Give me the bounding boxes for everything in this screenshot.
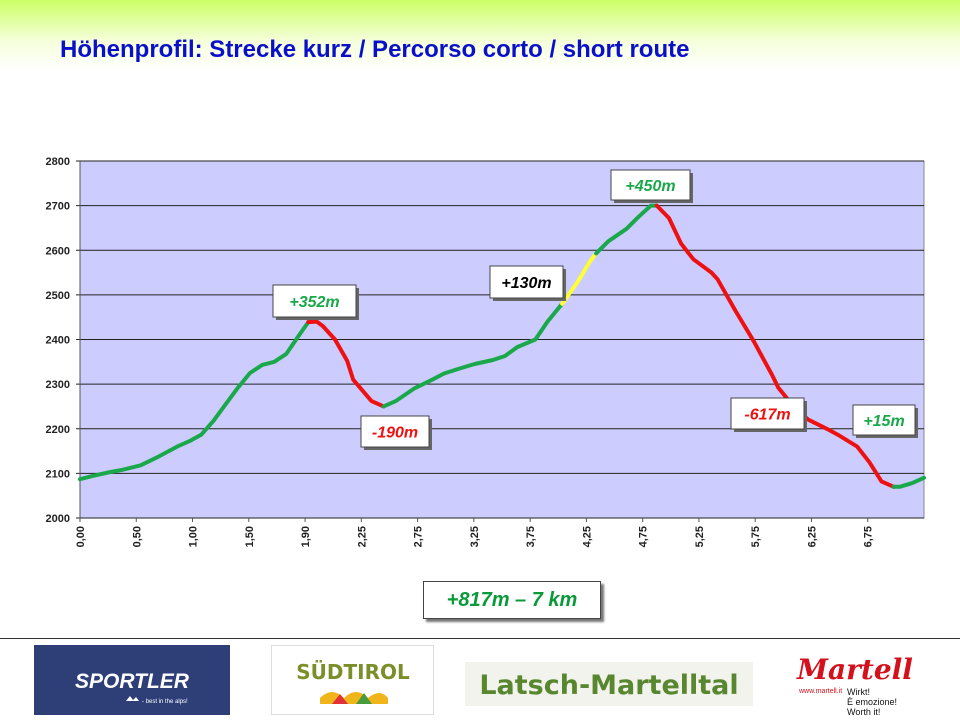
elevation-chart: 2000 2100 2200 2300 2400 2500 2600 2700 2800 0,0… [46,156,926,547]
elevation-segment-ascent [78,320,311,482]
annotation-label: -617m [744,407,790,424]
y-tick-label: 2600 [46,245,70,257]
y-tick-label: 2500 [46,290,70,302]
x-tick-label: 1,00 [188,526,200,547]
y-axis-ticks: 2000 2100 2200 2300 2400 2500 2600 2700 2800 [46,156,70,525]
martell-slogan-3: Worth it! [847,707,880,717]
elevation-segment-ascent [891,475,926,489]
x-tick-label: 3,75 [525,526,537,547]
x-tick-label: 2,75 [413,526,425,547]
hills-icon [320,692,388,704]
mountain-icon [126,696,139,701]
x-tick-label: 6,75 [863,526,875,547]
x-tick-label: 5,25 [694,526,706,547]
annotation-box [852,404,916,436]
annotation-label: -190m [372,425,418,442]
x-tick-label: 0,00 [75,526,87,547]
elevation-segment-steep [560,251,599,306]
sportler-tagline: - best in the alps! [142,699,188,705]
martell-url: www.martell.it [798,688,842,695]
martell-slogan-2: È emozione! [847,697,897,707]
martell-logo-text: Martell [796,653,913,686]
x-tick-label: 1,50 [244,526,256,547]
annotation-label: +352m [289,294,339,311]
x-tick-label: 0,50 [131,526,143,547]
x-axis-ticks: 0,00 0,50 1,00 1,50 1,90 2,25 2,75 3,25 3,75 4,25… [75,518,875,547]
route-summary: +817m – 7 km [423,581,601,619]
y-tick-label: 2800 [46,156,70,168]
elevation-segment-descent [306,319,386,409]
x-tick-label: 4,75 [638,526,650,547]
x-tick-label: 3,25 [469,526,481,547]
y-tick-label: 2700 [46,201,70,213]
x-tick-label: 5,75 [750,526,762,547]
chart-annotations: +352m -190m +130m +450m -617m +15m [272,169,918,450]
x-tick-label: 6,25 [806,526,818,547]
annotation-label: +15m [863,413,904,430]
y-tick-label: 2300 [46,379,70,391]
elevation-segment-ascent [381,301,565,409]
elevation-segment-descent [654,203,896,489]
suedtirol-logo: SÜDTIROL [271,645,434,715]
y-tick-label: 2100 [46,468,70,480]
x-tick-label: 4,25 [581,526,593,547]
x-tick-label: 1,90 [300,526,312,547]
y-tick-label: 2400 [46,335,70,347]
footer-divider [0,638,960,639]
annotation-label: +450m [625,178,675,195]
annotation-box [272,284,357,318]
annotation-box [610,169,691,201]
y-tick-label: 2200 [46,424,70,436]
page-title: Höhenprofil: Strecke kurz / Percorso cor… [60,36,690,63]
annotation-box [730,397,805,430]
annotation-label: +130m [501,275,551,292]
annotation-box [360,415,430,448]
latsch-logo-text: Latsch-Martelltal [479,670,738,701]
chart-grid [76,160,925,519]
sportler-logo-text: SPORTLER [75,670,190,693]
y-tick-label: 2000 [46,513,70,525]
elevation-segment-ascent [594,203,659,256]
sportler-logo: SPORTLER - best in the alps! [34,645,230,715]
martell-slogan-1: Wirkt! [847,687,870,697]
elevation-line [78,203,926,489]
annotation-box [489,265,564,299]
latsch-martelltal-logo: Latsch-Martelltal [465,662,753,706]
martell-logo: Martell www.martell.it Wirkt! È emozione… [795,645,915,717]
x-tick-label: 2,25 [356,526,368,547]
suedtirol-logo-text: SÜDTIROL [296,660,410,684]
